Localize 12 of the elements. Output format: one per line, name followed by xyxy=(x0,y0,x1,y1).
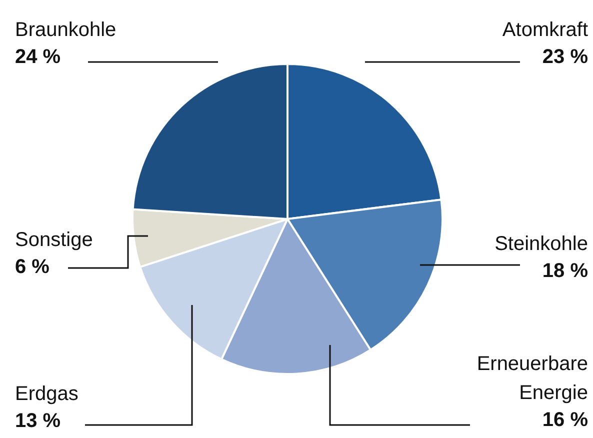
data-label: 23 % xyxy=(542,46,588,68)
data-label: 13 % xyxy=(15,410,61,432)
slice-label: Steinkohle xyxy=(494,233,588,255)
data-label: 24 % xyxy=(15,46,61,68)
data-label: 18 % xyxy=(542,260,588,282)
slice-label: Erdgas xyxy=(15,383,78,405)
data-label: 16 % xyxy=(542,409,588,431)
slice-label: Sonstige xyxy=(15,229,93,251)
slice-label: Erneuerbare Energie xyxy=(476,353,588,404)
data-label: 6 % xyxy=(15,256,50,278)
slice-label: Braunkohle xyxy=(15,19,116,41)
slice-label: Atomkraft xyxy=(502,19,588,41)
